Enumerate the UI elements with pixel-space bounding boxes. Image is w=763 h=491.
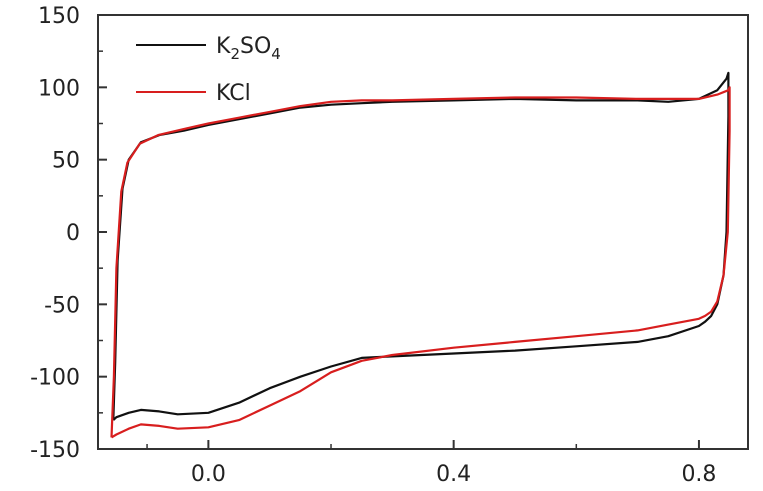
series-line-0 [112, 71, 730, 421]
x-axis-ticks: 0.0 0.4 0.8 [146, 440, 716, 487]
y-tick-label: -100 [30, 366, 80, 391]
y-tick-label: 150 [38, 4, 80, 29]
x-tick-label: 0.8 [681, 462, 716, 487]
y-tick-label: 0 [66, 221, 80, 246]
y-axis-ticks: -150 -100 -50 0 50 100 150 [30, 4, 107, 463]
y-tick-label: 50 [52, 149, 80, 174]
x-tick-label: 0.4 [436, 462, 471, 487]
legend-label-kcl: KCl [216, 81, 251, 106]
y-tick-label: -50 [44, 293, 80, 318]
y-tick-label: -150 [30, 438, 80, 463]
y-tick-label: 100 [38, 76, 80, 101]
plot-frame [97, 14, 749, 450]
series-layer [110, 71, 731, 439]
legend-label-k2so4: K2SO4 [216, 34, 281, 63]
legend: K2SO4 KCl [136, 34, 281, 106]
x-tick-label: 0.0 [191, 462, 226, 487]
series-line-1 [110, 86, 731, 439]
